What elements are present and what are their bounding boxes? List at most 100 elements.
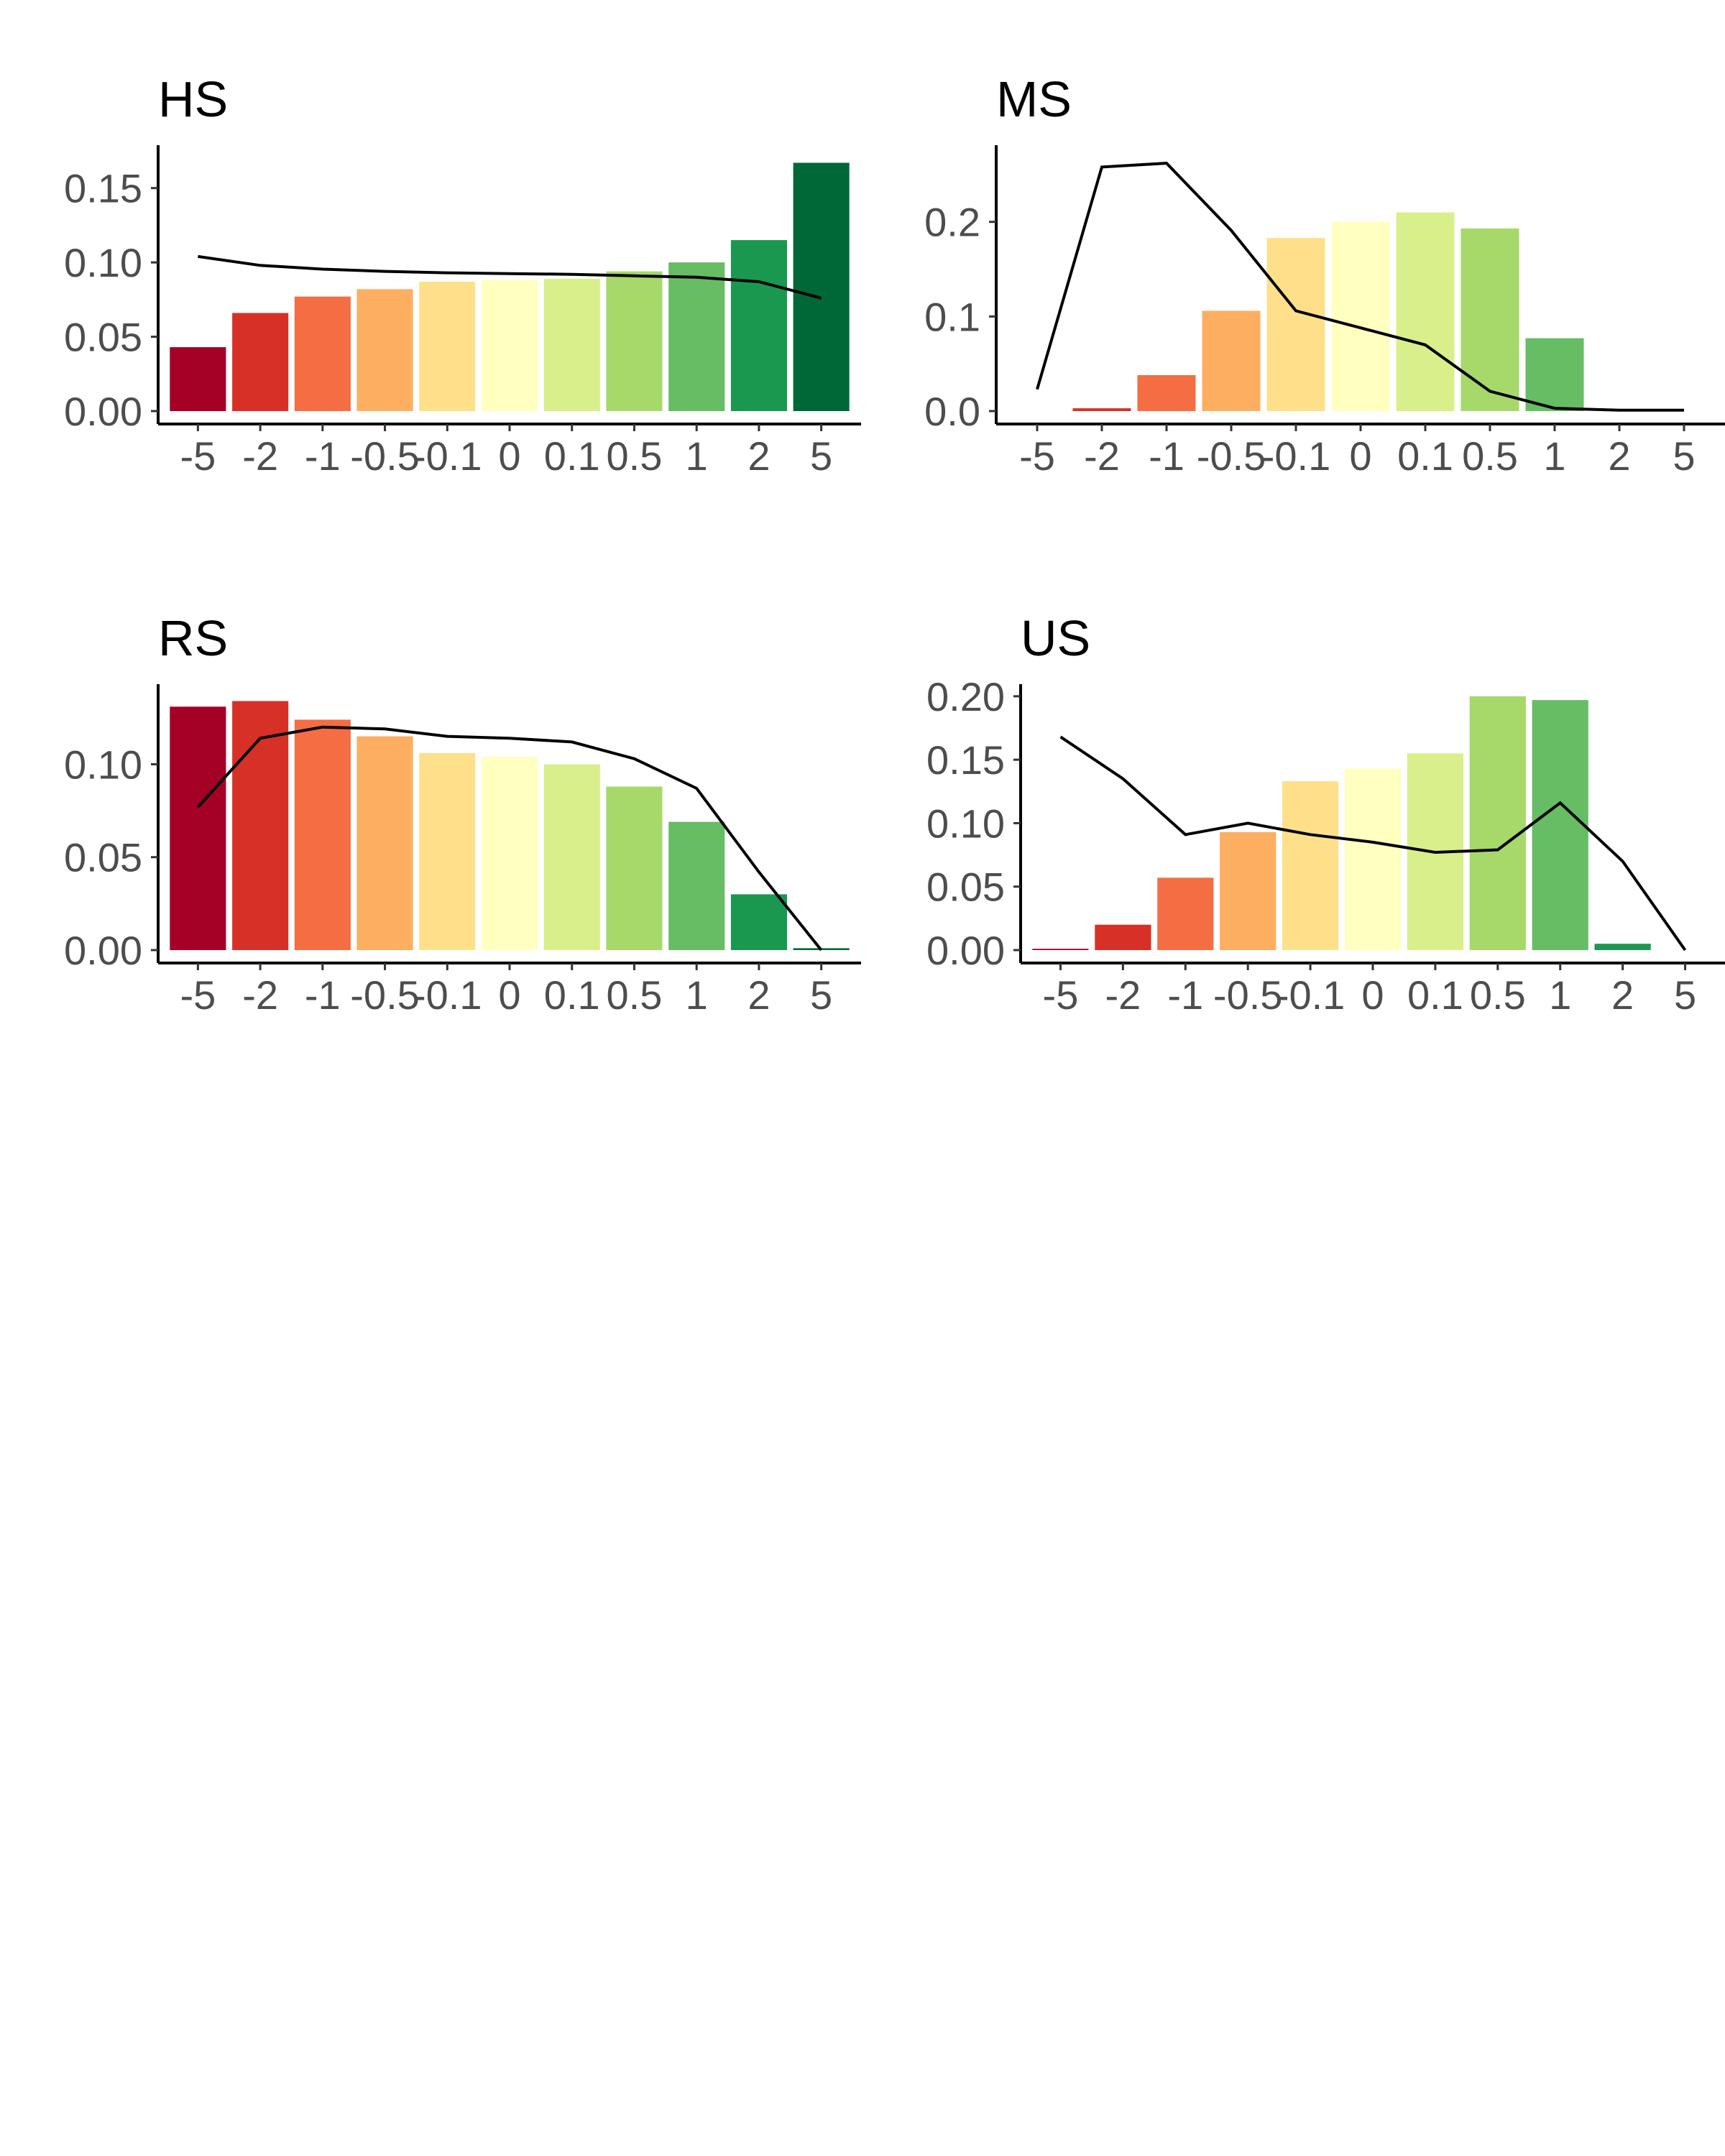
bar--0.1 bbox=[419, 752, 476, 950]
bar-1 bbox=[1532, 700, 1588, 950]
x-tick-label: 0 bbox=[498, 433, 520, 479]
y-tick-label: 0.1 bbox=[924, 294, 980, 339]
x-tick-label: 0.1 bbox=[1407, 972, 1463, 1018]
y-tick-label: 0.15 bbox=[64, 166, 142, 211]
bar-2 bbox=[730, 894, 787, 950]
bar-0.1 bbox=[543, 764, 600, 950]
x-tick-label: -0.1 bbox=[413, 972, 482, 1018]
x-tick-label: -5 bbox=[180, 433, 216, 479]
y-tick-label: 0.10 bbox=[926, 801, 1005, 846]
bar--2 bbox=[232, 701, 289, 950]
x-tick-label: -2 bbox=[1105, 972, 1141, 1018]
bar--0.5 bbox=[356, 289, 413, 411]
bar--5 bbox=[170, 706, 226, 950]
series-line bbox=[196, 725, 823, 952]
y-tick-label: 0.00 bbox=[926, 928, 1005, 973]
bar--5 bbox=[1032, 949, 1089, 950]
x-tick-label: 0.5 bbox=[1470, 972, 1526, 1018]
y-tick-label: 0.2 bbox=[924, 200, 980, 245]
y-tick-label: 0.20 bbox=[926, 674, 1005, 719]
x-tick-label: -0.5 bbox=[1197, 433, 1266, 479]
y-tick-label: 0.00 bbox=[64, 389, 142, 434]
y-tick-label: 0.15 bbox=[926, 737, 1005, 783]
bar--0.1 bbox=[1282, 781, 1339, 950]
x-tick-label: 0.5 bbox=[607, 433, 663, 479]
y-tick-label: 0.00 bbox=[64, 928, 142, 973]
x-tick-label: -5 bbox=[1019, 433, 1055, 479]
x-tick-label: 0.5 bbox=[1462, 433, 1518, 479]
bar-0.1 bbox=[1396, 212, 1455, 411]
y-tick-label: 0.05 bbox=[64, 315, 142, 360]
bar-0 bbox=[1331, 221, 1390, 411]
x-tick-label: 2 bbox=[1611, 972, 1634, 1018]
bar-1 bbox=[1525, 338, 1584, 411]
panel-hs: HS 0.00 0.05 0.10 0.15 -5 -2 -1 -0.5-0.1 0 0.1 0.5… bbox=[64, 71, 861, 479]
x-tick-label: 0.5 bbox=[607, 972, 663, 1018]
x-tick-label: 0 bbox=[1361, 972, 1384, 1018]
y-tick-label: 0.05 bbox=[926, 865, 1005, 910]
x-tick-label: 0 bbox=[1349, 433, 1371, 479]
bar-0.5 bbox=[606, 786, 663, 950]
bar--0.5 bbox=[356, 736, 413, 950]
x-tick-label: -1 bbox=[1149, 433, 1184, 479]
x-tick-label: -0.1 bbox=[1261, 433, 1331, 479]
bar-1 bbox=[668, 821, 725, 950]
x-tick-label: 0.1 bbox=[544, 433, 600, 479]
bar--0.1 bbox=[419, 282, 476, 411]
figure-grid: HS 0.000.050.100.15-5 -2 -1 -0.5-0.1 0 0.1 0.5… bbox=[64, 71, 1725, 1018]
x-tick-label: 5 bbox=[1674, 972, 1696, 1018]
panel-title: HS bbox=[158, 71, 228, 127]
bar--2 bbox=[1095, 924, 1151, 950]
x-tick-label: -0.5 bbox=[1213, 972, 1283, 1018]
panel-rs: RS 0.00 0.05 0.10 -5 -2 -1 -0.5-0.1 0 0.1 0.5 1 2 5 bbox=[64, 610, 861, 1018]
bar-2 bbox=[730, 240, 787, 411]
bar--1 bbox=[1137, 375, 1196, 411]
x-tick-label: 1 bbox=[1549, 972, 1571, 1018]
x-tick-label: -0.1 bbox=[1276, 972, 1346, 1018]
x-tick-label: -1 bbox=[305, 433, 341, 479]
x-tick-label: 0 bbox=[498, 972, 520, 1018]
x-tick-label: -1 bbox=[305, 972, 341, 1018]
x-tick-label: 0.1 bbox=[1397, 433, 1453, 479]
x-tick-label: 0.1 bbox=[544, 972, 600, 1018]
x-tick-label: 1 bbox=[686, 972, 708, 1018]
bar-0.5 bbox=[606, 271, 663, 411]
panel-ms: MS 0.00.10.2-5 -2 -1 -0.5-0.1 0 0.1 0.5 1 2 5 bbox=[924, 71, 1725, 479]
panel-us: US 0.000.050.100.150.20-5 -2 -1 -0.5-0.1 0 0.… bbox=[926, 610, 1725, 1018]
x-tick-label: 5 bbox=[810, 433, 832, 479]
x-tick-label: 2 bbox=[1608, 433, 1630, 479]
x-tick-label: -2 bbox=[242, 433, 278, 479]
bar-0.1 bbox=[543, 278, 600, 411]
bar--1 bbox=[294, 719, 351, 950]
bar--1 bbox=[1157, 877, 1214, 950]
x-tick-label: -1 bbox=[1167, 972, 1203, 1018]
x-tick-label: -0.5 bbox=[350, 972, 420, 1018]
x-tick-label: -2 bbox=[1084, 433, 1120, 479]
bar--2 bbox=[232, 313, 289, 411]
bar-2 bbox=[1594, 944, 1651, 950]
bar--5 bbox=[170, 347, 226, 411]
x-tick-label: 5 bbox=[810, 972, 832, 1018]
x-tick-label: 1 bbox=[686, 433, 708, 479]
x-tick-label: 2 bbox=[748, 433, 770, 479]
y-tick-label: 0.0 bbox=[924, 389, 980, 434]
series-line bbox=[1059, 735, 1687, 952]
x-tick-label: -2 bbox=[242, 972, 278, 1018]
bar-0 bbox=[482, 280, 538, 411]
bar-0 bbox=[1344, 768, 1402, 950]
series-line bbox=[1036, 162, 1684, 412]
bar--2 bbox=[1072, 408, 1131, 411]
bar--0.5 bbox=[1202, 310, 1261, 411]
x-tick-label: -5 bbox=[1043, 972, 1079, 1018]
x-tick-label: -0.5 bbox=[350, 433, 420, 479]
bar-0.5 bbox=[1469, 696, 1526, 950]
bar--1 bbox=[294, 296, 351, 411]
x-tick-label: 2 bbox=[748, 972, 770, 1018]
bar-0 bbox=[482, 757, 538, 950]
x-tick-label: 5 bbox=[1673, 433, 1695, 479]
bar-5 bbox=[793, 162, 850, 411]
bar--0.1 bbox=[1266, 238, 1325, 411]
bar-1 bbox=[668, 262, 725, 411]
x-tick-label: -5 bbox=[180, 972, 216, 1018]
y-tick-label: 0.05 bbox=[64, 835, 142, 880]
